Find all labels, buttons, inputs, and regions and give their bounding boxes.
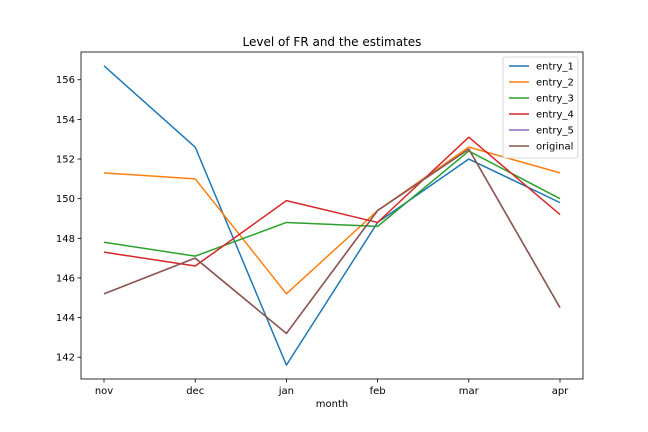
legend-label: entry_2 — [536, 78, 574, 89]
x-tick-label: feb — [370, 386, 386, 397]
legend-label: entry_4 — [536, 110, 574, 121]
legend-label: entry_1 — [536, 62, 574, 73]
series-line-original — [103, 148, 561, 335]
series-line-entry-2 — [103, 146, 561, 295]
legend: entry_1 entry_2 entry_3 entry_4 entry_5origi… — [502, 56, 579, 159]
x-tick-label: mar — [459, 386, 480, 397]
y-tick-label: 148 — [56, 234, 75, 245]
series-line-entry-3 — [103, 150, 561, 257]
x-tick-label: dec — [186, 386, 204, 397]
series-lines — [103, 65, 561, 366]
series-line-entry-4 — [103, 136, 561, 267]
y-tick-label: 144 — [56, 313, 75, 324]
x-tick-label: jan — [278, 386, 294, 397]
x-tick-label: nov — [95, 386, 113, 397]
x-axis-label: month — [316, 399, 348, 410]
chart-title: Level of FR and the estimates — [243, 35, 422, 49]
plot-frame — [80, 51, 584, 380]
legend-label: entry_3 — [536, 94, 574, 105]
legend-label: original — [536, 142, 573, 153]
y-tick-label: 154 — [56, 115, 75, 126]
legend-label: entry_5 — [536, 126, 574, 137]
y-axis: 142 144 146 148 150 152 154 156 — [56, 75, 81, 364]
y-tick-label: 152 — [56, 155, 75, 166]
series-line-entry-1 — [103, 65, 561, 366]
y-tick-label: 146 — [56, 273, 75, 284]
y-tick-label: 156 — [56, 75, 75, 86]
y-tick-label: 150 — [56, 194, 75, 205]
x-axis: nov dec jan feb mar apr — [95, 379, 569, 397]
y-tick-label: 142 — [56, 353, 75, 364]
x-tick-label: apr — [552, 386, 569, 397]
